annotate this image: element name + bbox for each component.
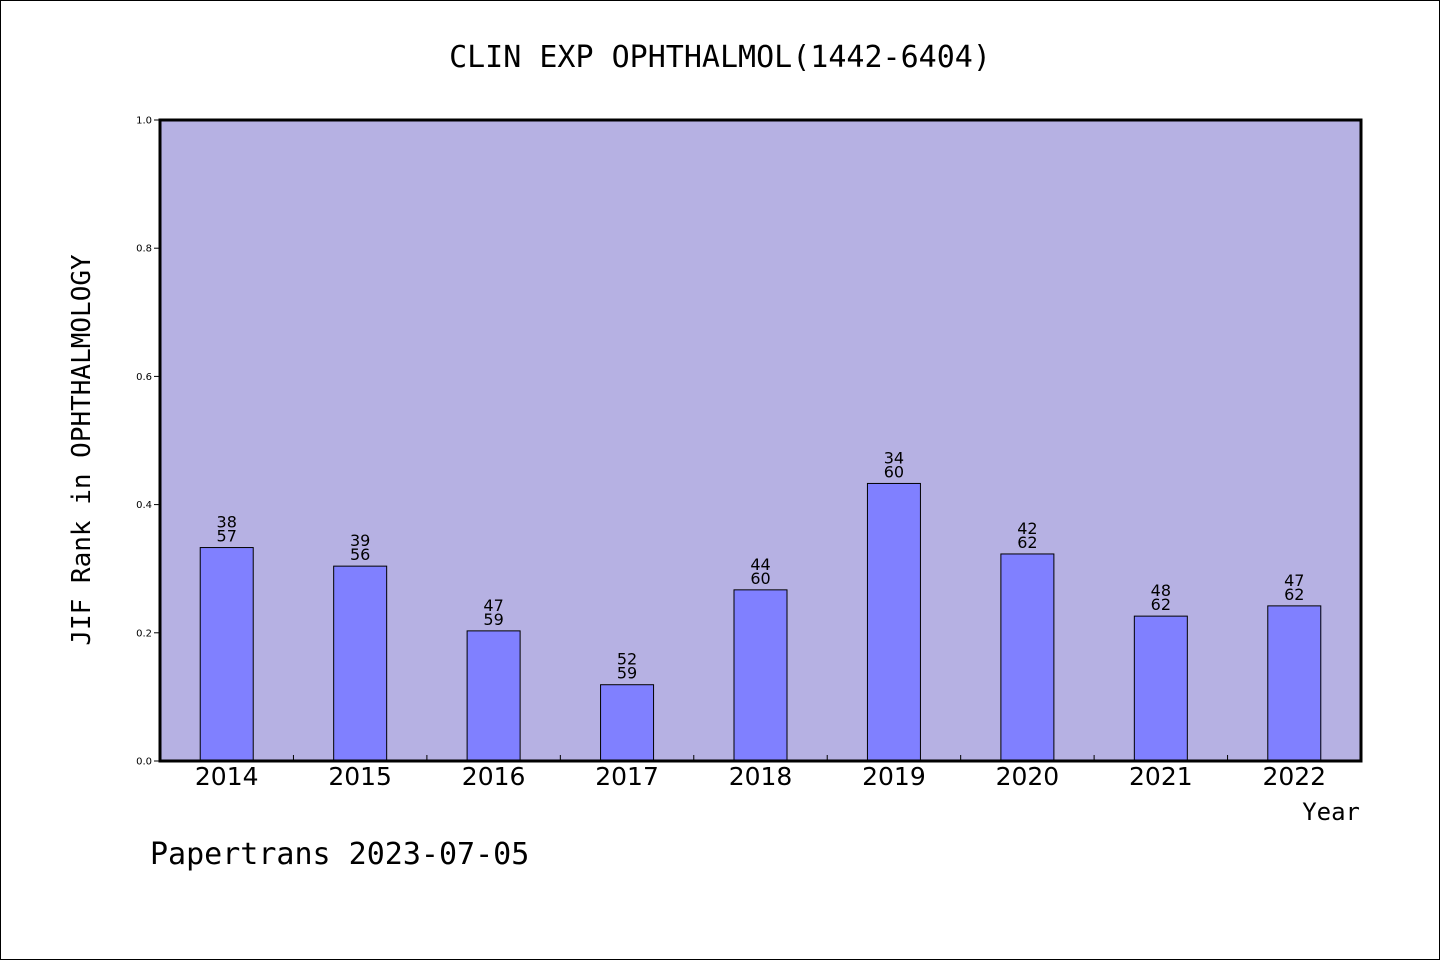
bar-label-rank-2017: 52 (617, 650, 637, 669)
y-tick-label: 0.4 (136, 500, 152, 511)
bar-2022 (1267, 605, 1322, 762)
bar-label-total-2017: 59 (617, 664, 637, 683)
x-tick-label-2019: 2019 (862, 762, 926, 791)
bar-label-rank-2015: 39 (350, 531, 370, 550)
y-tick-label: 0.6 (136, 372, 152, 383)
x-axis-ticks: 2014 2015 2016 2017 2018 2019 2020 2021 2022 (195, 755, 1326, 791)
bar-label-rank-2019: 34 (884, 448, 904, 467)
x-tick-label-2017: 2017 (595, 762, 659, 791)
plot-border (158, 118, 1363, 763)
x-axis-label: Year (1302, 798, 1360, 826)
bar-2019 (866, 482, 921, 762)
y-tick-label: 1.0 (136, 116, 152, 127)
x-tick-label-2020: 2020 (996, 762, 1060, 791)
bar-label-rank-2021: 48 (1151, 581, 1171, 600)
bar-label-total-2022: 62 (1284, 585, 1304, 604)
x-tick-label-2021: 2021 (1129, 762, 1193, 791)
bar-label-total-2018: 60 (750, 569, 770, 588)
y-tick-label: 0.0 (136, 757, 152, 768)
x-tick-label-2016: 2016 (462, 762, 526, 791)
x-tick-label-2018: 2018 (729, 762, 793, 791)
y-axis-ticks: 0.0 0.2 0.4 0.6 0.8 1.0 (136, 116, 160, 768)
bar-label-total-2021: 62 (1151, 595, 1171, 614)
bar-2018 (733, 589, 788, 762)
bar-2017 (600, 684, 655, 762)
bar-label-rank-2018: 44 (750, 555, 770, 574)
x-tick-label-2015: 2015 (328, 762, 392, 791)
y-axis-label: JIF Rank in OPHTHALMOLOGY (67, 254, 97, 646)
x-tick-label-2014: 2014 (195, 762, 259, 791)
bar-label-total-2014: 57 (217, 527, 237, 546)
y-tick-label: 0.2 (136, 628, 152, 639)
y-tick-label: 0.8 (136, 244, 152, 255)
chart-title: CLIN EXP OPHTHALMOL(1442-6404) (449, 40, 991, 75)
bar-label-rank-2016: 47 (483, 596, 503, 615)
bar-2016 (466, 630, 521, 762)
bar-2021 (1133, 615, 1188, 762)
x-tick-label-2022: 2022 (1262, 762, 1326, 791)
bar-label-rank-2022: 47 (1284, 571, 1304, 590)
bar-label-rank-2020: 42 (1017, 519, 1037, 538)
bars-group (199, 482, 1322, 762)
footer-credit: Papertrans 2023-07-05 (150, 837, 529, 872)
bar-2015 (333, 565, 388, 762)
bar-2014 (199, 547, 254, 762)
bar-label-total-2020: 62 (1017, 533, 1037, 552)
bar-label-rank-2014: 38 (217, 513, 237, 532)
bar-label-total-2019: 60 (884, 462, 904, 481)
bar-label-total-2015: 56 (350, 545, 370, 564)
bar-label-total-2016: 59 (483, 610, 503, 629)
bar-2020 (1000, 553, 1055, 762)
